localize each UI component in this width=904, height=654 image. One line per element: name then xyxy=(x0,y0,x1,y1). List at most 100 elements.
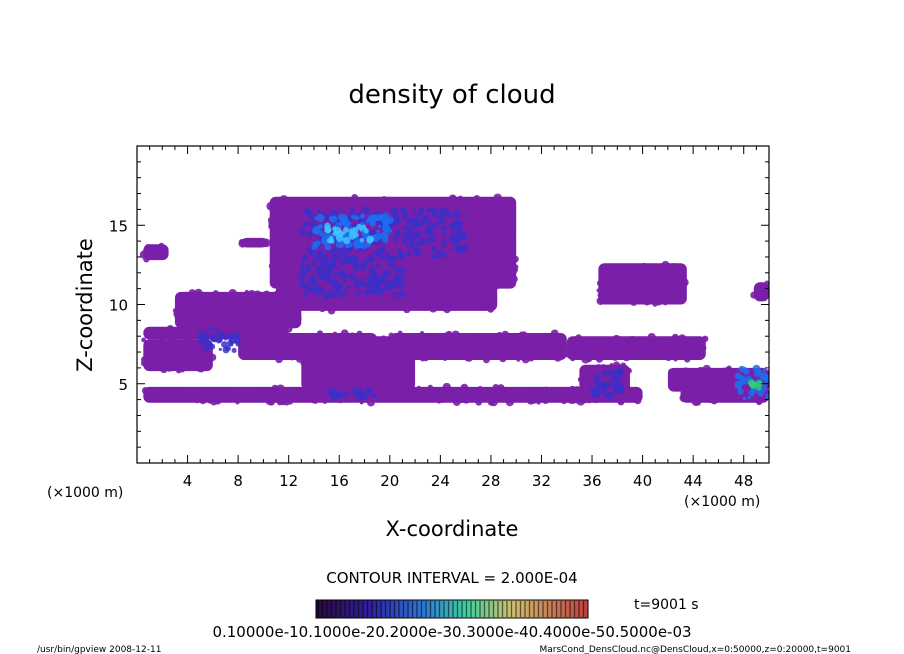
cloud-speckle xyxy=(262,290,271,300)
cloud-speckle xyxy=(372,201,378,206)
cloud-speckle xyxy=(292,273,298,279)
cloud-speckle xyxy=(378,287,385,294)
cloud-speckle xyxy=(576,396,586,406)
cloud-speckle xyxy=(529,395,539,404)
cloud-speckle xyxy=(177,318,183,323)
cloud-speckle xyxy=(436,398,442,404)
cloud-speckle xyxy=(403,305,411,314)
cloud-speckle xyxy=(488,200,495,208)
cloud-speckle xyxy=(309,220,317,228)
cloud-speckle xyxy=(403,200,412,209)
cloud-speckle xyxy=(445,211,451,217)
cloud-speckle xyxy=(359,237,365,243)
cloud-speckle xyxy=(292,277,301,286)
cloud-speckle xyxy=(301,254,308,260)
cloud-speckle xyxy=(346,284,351,289)
y-tick-label: 15 xyxy=(109,217,128,235)
cloud-speckle xyxy=(172,308,178,314)
cloud-speckle xyxy=(399,335,407,342)
cloud-speckle xyxy=(270,206,276,212)
cloud-speckle xyxy=(609,393,614,397)
cloud-speckle xyxy=(350,214,356,220)
cloud-speckle xyxy=(306,377,316,387)
cloud-speckle xyxy=(485,219,491,224)
cloud-speckle xyxy=(603,392,609,399)
cloud-speckle xyxy=(550,329,559,338)
cloud-speckle xyxy=(376,362,383,369)
cloud-speckle xyxy=(174,313,180,318)
cloud-speckle xyxy=(321,273,328,280)
cloud-speckle xyxy=(354,267,359,272)
cloud-speckle xyxy=(596,288,601,293)
cloud-speckle xyxy=(629,349,636,355)
cloud-speckle xyxy=(310,285,314,289)
cloud-speckle xyxy=(339,243,344,249)
cloud-speckle xyxy=(282,288,291,296)
cloud-speckle xyxy=(411,201,419,209)
cloud-speckle xyxy=(563,349,572,358)
cloud-speckle xyxy=(585,376,591,381)
cloud-speckle xyxy=(487,305,495,313)
cloud-speckle xyxy=(278,341,287,350)
cloud-speckle xyxy=(298,340,305,347)
cloud-speckle xyxy=(506,246,515,255)
cloud-speckle xyxy=(340,214,348,222)
cloud-region xyxy=(750,280,769,302)
cloud-speckle xyxy=(268,221,276,229)
cloud-speckle xyxy=(570,356,576,362)
cloud-speckle xyxy=(317,253,322,258)
cloud-speckle xyxy=(359,333,367,341)
cloud-speckle xyxy=(547,339,553,345)
cloud-speckle xyxy=(343,287,348,292)
cloud-speckle xyxy=(331,348,339,357)
cloud-speckle xyxy=(307,360,313,365)
cloud-speckle xyxy=(700,345,707,351)
cloud-region xyxy=(172,288,302,331)
cloud-speckle xyxy=(484,254,491,260)
cloud-speckle xyxy=(308,212,315,219)
cloud-speckle xyxy=(450,354,456,360)
cloud-speckle xyxy=(754,371,761,378)
cloud-speckle xyxy=(757,389,765,397)
cloud-speckle xyxy=(757,289,765,297)
cloud-speckle xyxy=(336,366,342,372)
cloud-speckle xyxy=(443,305,452,314)
cloud-speckle xyxy=(414,248,422,257)
cloud-speckle xyxy=(606,369,613,376)
footer-left: /usr/bin/gpview 2008-12-11 xyxy=(37,645,161,654)
cloud-speckle xyxy=(418,391,424,397)
x-tick-label: 24 xyxy=(431,472,450,490)
cloud-speckle xyxy=(359,342,367,350)
cloud-speckle xyxy=(654,297,663,306)
cloud-speckle xyxy=(268,263,275,269)
cloud-speckle xyxy=(410,224,417,231)
cloud-speckle xyxy=(260,316,266,322)
cloud-speckle xyxy=(288,348,297,357)
cloud-speckle xyxy=(473,194,481,202)
cloud-speckle xyxy=(313,399,318,404)
cloud-speckle xyxy=(361,224,367,230)
cloud-speckle xyxy=(427,336,433,342)
cloud-speckle xyxy=(194,347,204,356)
cloud-speckle xyxy=(573,386,582,395)
cloud-speckle xyxy=(683,388,691,396)
cloud-speckle xyxy=(678,282,683,287)
cloud-speckle xyxy=(493,348,498,353)
cloud-speckle xyxy=(581,354,590,364)
cloud-speckle xyxy=(674,340,680,345)
cloud-speckle xyxy=(267,333,275,341)
cloud-speckle xyxy=(457,220,464,228)
cloud-speckle xyxy=(349,378,358,386)
cloud-speckle xyxy=(345,244,349,249)
cloud-speckle xyxy=(241,353,248,360)
cloud-speckle xyxy=(601,298,606,303)
cloud-speckle xyxy=(331,395,339,402)
cloud-speckle xyxy=(689,389,696,397)
cloud-speckle xyxy=(589,386,598,395)
cloud-speckle xyxy=(459,293,468,302)
cloud-speckle xyxy=(344,296,350,301)
cloud-speckle xyxy=(223,336,228,341)
cloud-speckle xyxy=(397,277,401,281)
cloud-speckle xyxy=(466,202,474,210)
cloud-speckle xyxy=(748,389,755,396)
